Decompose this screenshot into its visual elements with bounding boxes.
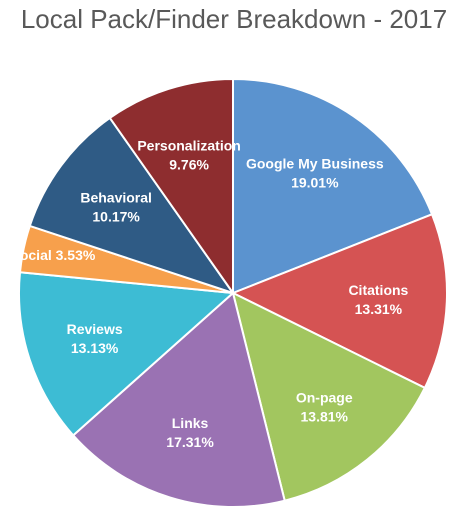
pie-slice-personalization (108, 77, 234, 297)
pie-label-social: Social 3.53% (11, 247, 96, 263)
pie-slice-links (71, 291, 286, 508)
pie-slice-citations (230, 212, 448, 390)
pie-slice-behavioral (28, 116, 236, 295)
pie-slice-reviews (18, 271, 236, 437)
pie-label-on-page: On-page 13.81% (296, 389, 353, 424)
pie-label-citations: Citations 13.31% (348, 282, 408, 317)
pie-label-links: Links 17.31% (166, 415, 214, 450)
pie-slice-on-page (231, 291, 427, 502)
pie-label-google-my-business: Google My Business 19.01% (246, 156, 384, 191)
pie-label-behavioral: Behavioral 10.17% (80, 189, 152, 224)
chart-title: Local Pack/Finder Breakdown - 2017 (20, 4, 448, 34)
pie-label-personalization: Personalization 9.76% (137, 137, 240, 172)
pie-slice-google-my-business (232, 77, 434, 295)
pie-label-reviews: Reviews 13.13% (67, 321, 123, 356)
